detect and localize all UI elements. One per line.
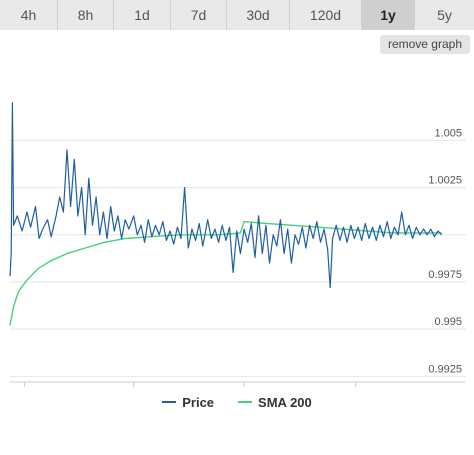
y-axis-ticks: 1.005 1.0025 0.9975 0.995 0.9925 [428,127,462,375]
tab-7d[interactable]: 7d [171,0,227,30]
price-chart: 1.005 1.0025 0.9975 0.995 0.9925 Jan '25Apr … [9,102,466,387]
x-axis-ticks: Jan '25Apr '25Jul '25Oct '25 [24,382,357,387]
legend-item-price[interactable]: Price [162,392,214,412]
y-tick-label: 0.995 [434,316,462,328]
tab-8h[interactable]: 8h [58,0,114,30]
timeframe-tabs: 4h 8h 1d 7d 30d 120d 1y 5y [0,0,474,30]
legend-swatch-price [162,401,177,403]
grid-lines [10,139,466,383]
tab-1y[interactable]: 1y [362,0,415,30]
tab-1d[interactable]: 1d [114,0,171,30]
chart-legend: Price SMA 200 [0,392,474,412]
tab-4h[interactable]: 4h [0,0,58,30]
legend-swatch-sma [238,401,253,403]
legend-label-sma: SMA 200 [258,394,312,410]
price-line [9,102,443,289]
y-tick-label: 0.9975 [428,269,462,281]
y-tick-label: 0.9925 [428,363,462,375]
tab-5y[interactable]: 5y [415,0,474,30]
chart-series [9,102,443,326]
y-tick-label: 1.005 [434,127,462,139]
remove-graph-button[interactable]: remove graph [379,35,470,54]
y-tick-label: 1.0025 [428,175,462,187]
tab-120d[interactable]: 120d [290,0,362,30]
legend-item-sma[interactable]: SMA 200 [238,392,312,412]
tab-30d[interactable]: 30d [227,0,290,30]
legend-label-price: Price [182,394,215,410]
